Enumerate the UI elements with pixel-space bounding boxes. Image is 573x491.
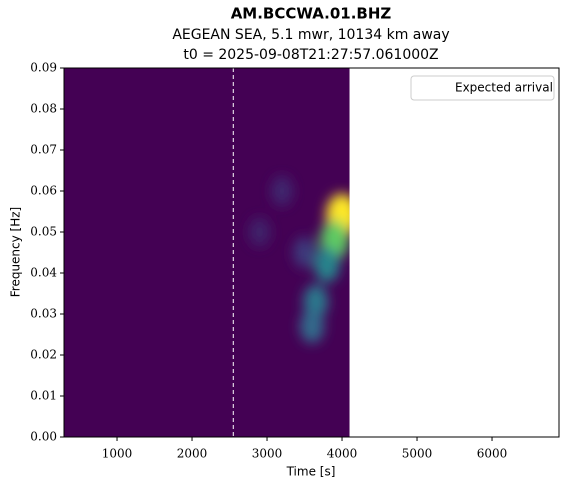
y-tick-label: 0.01 bbox=[30, 389, 57, 403]
x-tick-label: 3000 bbox=[252, 447, 283, 461]
energy-hotspot bbox=[248, 217, 271, 247]
x-tick-label: 5000 bbox=[402, 447, 433, 461]
legend-box bbox=[410, 75, 555, 101]
energy-hotspot bbox=[293, 237, 316, 268]
chart-subtitle: AEGEAN SEA, 5.1 mwr, 10134 km away bbox=[172, 27, 449, 43]
x-axis-label: Time [s] bbox=[286, 465, 336, 479]
y-axis-label: Frequency [Hz] bbox=[9, 207, 23, 298]
y-tick-label: 0.08 bbox=[30, 102, 57, 116]
chart-subtitle: t0 = 2025-09-08T21:27:57.061000Z bbox=[183, 47, 438, 63]
y-tick-label: 0.02 bbox=[30, 348, 57, 362]
plot-frame bbox=[63, 67, 560, 438]
y-tick-label: 0.09 bbox=[30, 61, 57, 75]
y-tick-label: 0.00 bbox=[30, 430, 57, 444]
energy-hotspot bbox=[299, 309, 325, 344]
spectrogram-energy bbox=[248, 176, 350, 344]
legend-label: Expected arrival bbox=[455, 81, 553, 95]
y-tick-label: 0.05 bbox=[30, 225, 57, 239]
y-tick-label: 0.03 bbox=[30, 307, 57, 321]
energy-hotspot bbox=[271, 176, 293, 206]
energy-hotspot bbox=[314, 247, 340, 283]
chart-title: AM.BCCWA.01.BHZ bbox=[231, 5, 392, 23]
y-tick-label: 0.06 bbox=[30, 184, 57, 198]
x-tick-label: 2000 bbox=[177, 447, 208, 461]
x-tick-label: 6000 bbox=[477, 447, 508, 461]
x-tick-label: 1000 bbox=[102, 447, 133, 461]
y-tick-label: 0.04 bbox=[30, 266, 57, 280]
plot-area bbox=[64, 68, 350, 437]
y-tick-label: 0.07 bbox=[30, 143, 57, 157]
x-tick-label: 4000 bbox=[327, 447, 358, 461]
